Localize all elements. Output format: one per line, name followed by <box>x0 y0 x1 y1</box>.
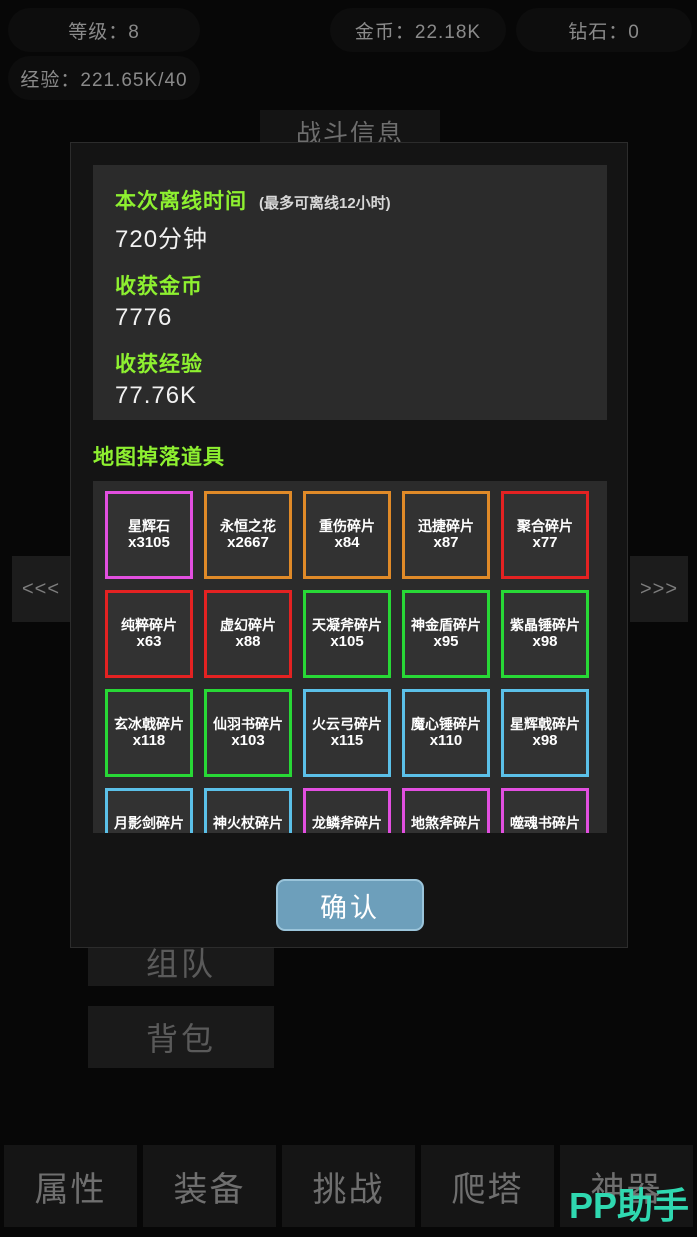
offline-time-label: 本次离线时间 <box>115 190 247 213</box>
drop-item-name: 天凝斧碎片 <box>312 616 382 633</box>
drop-item-count: x103 <box>231 732 265 750</box>
nav-button-4[interactable]: 爬塔 <box>421 1145 554 1227</box>
nav-button-1[interactable]: 属性 <box>4 1145 137 1227</box>
stat-diamond: 钻石：0 <box>516 8 692 52</box>
drop-item[interactable]: 火云弓碎片 x115 <box>303 689 391 777</box>
offline-time-row: 本次离线时间 (最多可离线12小时) <box>115 185 585 215</box>
drop-item-name: 玄冰戟碎片 <box>114 715 184 732</box>
top-status-bar: 等级：8 金币：22.18K 钻石：0 经验：221.65K/40 <box>0 0 697 104</box>
next-page-button[interactable]: >>> <box>630 556 688 622</box>
nav-button-2[interactable]: 装备 <box>143 1145 276 1227</box>
drop-item-name: 纯粹碎片 <box>121 616 177 633</box>
offline-time-value: 720分钟 <box>115 226 209 253</box>
drop-item-count: x90 <box>334 831 359 833</box>
drop-item-count: x98 <box>532 633 558 651</box>
drop-item[interactable]: 神金盾碎片 x95 <box>402 590 490 678</box>
exp-reward-label: 收获经验 <box>115 353 203 376</box>
drop-item[interactable]: 聚合碎片 x77 <box>501 491 589 579</box>
drop-item-count: x2667 <box>227 534 269 552</box>
drop-item-name: 仙羽书碎片 <box>213 715 283 732</box>
offline-summary-panel: 本次离线时间 (最多可离线12小时) 720分钟 收获金币 7776 收获经验 7… <box>93 165 607 420</box>
pp-assistant-watermark: PP助手 <box>568 1185 689 1226</box>
drop-item-name: 迅捷碎片 <box>418 517 474 534</box>
drop-item-count: x115 <box>330 732 364 750</box>
gold-reward-label: 收获金币 <box>115 275 203 298</box>
drop-item[interactable]: 仙羽书碎片 x103 <box>204 689 292 777</box>
drop-item-name: 神金盾碎片 <box>411 616 481 633</box>
drop-item-count: x88 <box>235 831 260 833</box>
drop-item-count: x95 <box>433 633 459 651</box>
bottom-navigation: 属性 装备 挑战 爬塔 神器 <box>0 1141 697 1237</box>
drop-item-name: 聚合碎片 <box>517 517 573 534</box>
drop-item-name: 星辉石 <box>128 517 170 534</box>
drop-item[interactable]: 地煞斧碎片x85 <box>402 788 490 833</box>
drop-item[interactable]: 星辉戟碎片 x98 <box>501 689 589 777</box>
gold-reward-value: 7776 <box>115 304 173 331</box>
stat-experience: 经验：221.65K/40 <box>8 56 200 100</box>
drop-item-count: x88 <box>235 633 261 651</box>
drop-item-name: 魔心锤碎片 <box>411 715 481 732</box>
drop-item[interactable]: 龙鳞斧碎片x90 <box>303 788 391 833</box>
prev-page-button[interactable]: <<< <box>12 556 70 622</box>
nav-button-5[interactable]: 神器 <box>560 1145 693 1227</box>
offline-rewards-dialog: 本次离线时间 (最多可离线12小时) 720分钟 收获金币 7776 收获经验 7… <box>70 142 628 948</box>
drop-item-count: x105 <box>330 633 364 651</box>
drop-item-name: 重伤碎片 <box>319 517 375 534</box>
drop-item-name: 星辉戟碎片 <box>510 715 580 732</box>
drop-item-count: x77 <box>532 534 558 552</box>
drop-item-count: x80 <box>532 831 557 833</box>
drop-item-name: 紫晶锤碎片 <box>510 616 580 633</box>
bag-button[interactable]: 背包 <box>88 1006 274 1068</box>
offline-time-note: (最多可离线12小时) <box>259 195 391 212</box>
drop-item-count: x63 <box>136 633 162 651</box>
drop-item-count: x110 <box>429 732 463 750</box>
drop-item[interactable]: 魔心锤碎片 x110 <box>402 689 490 777</box>
drop-item-count: x84 <box>334 534 360 552</box>
drop-item[interactable]: 纯粹碎片 x63 <box>105 590 193 678</box>
drop-item[interactable]: 天凝斧碎片 x105 <box>303 590 391 678</box>
drop-item-name: 虚幻碎片 <box>220 616 276 633</box>
drop-item-count: x3105 <box>128 534 170 552</box>
drop-item-name: 神火杖碎片 <box>213 814 283 831</box>
drop-item-count: x92 <box>136 831 161 833</box>
stat-gold: 金币：22.18K <box>330 8 506 52</box>
map-drops-scroll-area[interactable]: 星辉石 x3105 永恒之花 x2667 重伤碎片 x84 迅捷碎片 x87 聚合碎片 x77 纯粹… <box>93 481 607 833</box>
nav-button-3[interactable]: 挑战 <box>282 1145 415 1227</box>
drop-item[interactable]: 星辉石 x3105 <box>105 491 193 579</box>
drop-item[interactable]: 月影剑碎片x92 <box>105 788 193 833</box>
drop-item-name: 龙鳞斧碎片 <box>312 814 382 831</box>
drop-item[interactable]: 神火杖碎片x88 <box>204 788 292 833</box>
drop-item-name: 地煞斧碎片 <box>411 814 481 831</box>
drop-item[interactable]: 迅捷碎片 x87 <box>402 491 490 579</box>
drop-item-count: x85 <box>433 831 458 833</box>
map-drops-grid: 星辉石 x3105 永恒之花 x2667 重伤碎片 x84 迅捷碎片 x87 聚合碎片 x77 纯粹… <box>93 491 607 833</box>
exp-reward-value: 77.76K <box>115 382 198 409</box>
confirm-button[interactable]: 确认 <box>276 879 424 931</box>
drop-item-count: x118 <box>132 732 166 750</box>
drop-item[interactable]: 虚幻碎片 x88 <box>204 590 292 678</box>
drop-item-count: x98 <box>532 732 558 750</box>
drop-item-name: 月影剑碎片 <box>114 814 184 831</box>
drop-item[interactable]: 永恒之花 x2667 <box>204 491 292 579</box>
drop-item[interactable]: 重伤碎片 x84 <box>303 491 391 579</box>
drop-item[interactable]: 玄冰戟碎片 x118 <box>105 689 193 777</box>
drop-item-name: 永恒之花 <box>220 517 276 534</box>
stat-level: 等级：8 <box>8 8 200 52</box>
drop-item-count: x87 <box>433 534 459 552</box>
drop-item-name: 火云弓碎片 <box>312 715 382 732</box>
map-drops-title: 地图掉落道具 <box>93 446 225 469</box>
drop-item[interactable]: 噬魂书碎片x80 <box>501 788 589 833</box>
drop-item[interactable]: 紫晶锤碎片 x98 <box>501 590 589 678</box>
drop-item-name: 噬魂书碎片 <box>510 814 580 831</box>
